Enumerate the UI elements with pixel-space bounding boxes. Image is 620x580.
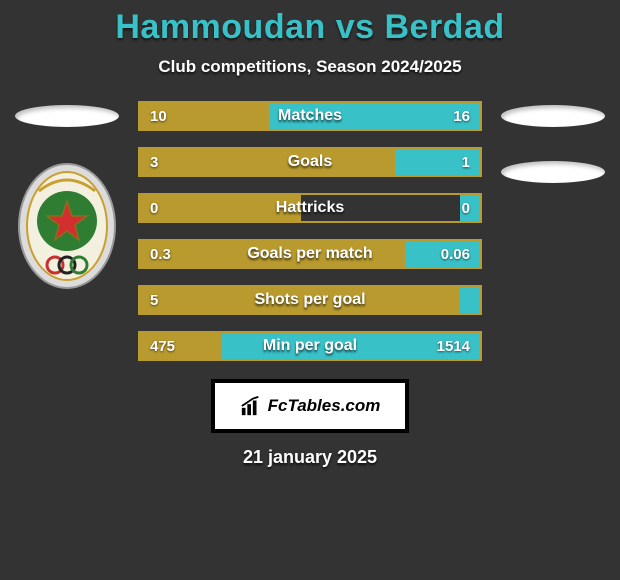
stat-label: Goals (288, 153, 332, 171)
player2-avatar-placeholder (501, 105, 605, 127)
stat-bar: 31 Goals (138, 147, 482, 177)
right-player-col (498, 101, 608, 183)
stat-bar: 00Hattricks (138, 193, 482, 223)
stat-left-value: 3 (140, 149, 395, 175)
stat-left-value: 10 (140, 103, 269, 129)
chart-icon (240, 395, 262, 417)
stats-bars: 1016Matches31Goals00Hattricks0.30.06Goal… (138, 101, 482, 361)
left-player-col (12, 101, 122, 291)
stat-right-value: 1 (395, 149, 480, 175)
stat-right-value (460, 287, 480, 313)
infographic-container: Hammoudan vs Berdad Club competitions, S… (0, 0, 620, 468)
stat-right-value: 0.06 (405, 241, 480, 267)
stat-bar: 0.30.06Goals per match (138, 239, 482, 269)
stat-label: Goals per match (247, 245, 372, 263)
main-row: 1016Matches31Goals00Hattricks0.30.06Goal… (0, 101, 620, 361)
stat-right-value: 0 (460, 195, 480, 221)
subtitle: Club competitions, Season 2024/2025 (0, 57, 620, 77)
brand-badge: FcTables.com (211, 379, 409, 433)
stat-label: Hattricks (276, 199, 344, 217)
stat-bar: 4751514Min per goal (138, 331, 482, 361)
player1-club-badge (17, 161, 117, 291)
stat-bar: 1016Matches (138, 101, 482, 131)
stat-label: Shots per goal (254, 291, 365, 309)
stat-left-value: 475 (140, 333, 222, 359)
page-title: Hammoudan vs Berdad (0, 8, 620, 47)
stat-label: Matches (278, 107, 342, 125)
date-text: 21 january 2025 (0, 447, 620, 468)
player1-avatar-placeholder (15, 105, 119, 127)
stat-bar: 5Shots per goal (138, 285, 482, 315)
stat-label: Min per goal (263, 337, 357, 355)
player2-club-placeholder (501, 161, 605, 183)
brand-text: FcTables.com (268, 396, 381, 416)
